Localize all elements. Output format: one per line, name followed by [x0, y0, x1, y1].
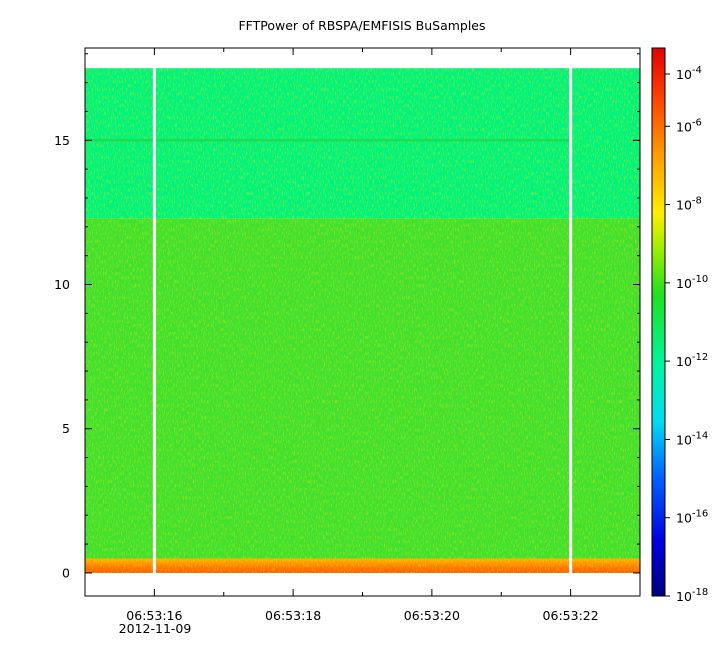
x-axis: 06:53:16 06:53:18 06:53:20 06:53:22	[126, 48, 599, 623]
x-tick-label: 06:53:22	[543, 608, 599, 623]
x-axis-date-label: 2012-11-09	[119, 621, 192, 636]
x-tick-label: 06:53:18	[265, 608, 321, 623]
colorbar-gradient	[651, 47, 666, 597]
spectral-noise-texture	[85, 68, 640, 573]
y-tick-label: 0	[62, 565, 70, 580]
spectral-line	[85, 139, 571, 142]
colorbar-tick-label: 10-10	[676, 274, 708, 291]
y-tick-label: 15	[54, 133, 70, 148]
colorbar-tick-label: 10-8	[676, 196, 702, 213]
data-gap	[152, 68, 156, 573]
colorbar-tick-label: 10-16	[676, 509, 708, 526]
colorbar-tick-label: 10-12	[676, 352, 708, 369]
data-gap	[569, 68, 573, 573]
colorbar-tick-label: 10-14	[676, 430, 708, 447]
x-tick-label: 06:53:16	[126, 608, 182, 623]
y-tick-label: 10	[54, 277, 70, 292]
spectrogram-area	[85, 68, 640, 573]
y-tick-label: 5	[62, 421, 70, 436]
x-tick-label: 06:53:20	[404, 608, 460, 623]
colorbar: 10-4 10-6 10-8 10-10 10-12 10-14 10-16 10-18	[651, 47, 708, 604]
chart-title: FFTPower of RBSPA/EMFISIS BuSamples	[238, 18, 485, 33]
colorbar-tick-label: 10-18	[676, 587, 708, 604]
colorbar-tick-label: 10-6	[676, 117, 702, 134]
y-axis: 0 5 10 15	[54, 53, 640, 580]
colorbar-tick-label: 10-4	[676, 65, 702, 82]
